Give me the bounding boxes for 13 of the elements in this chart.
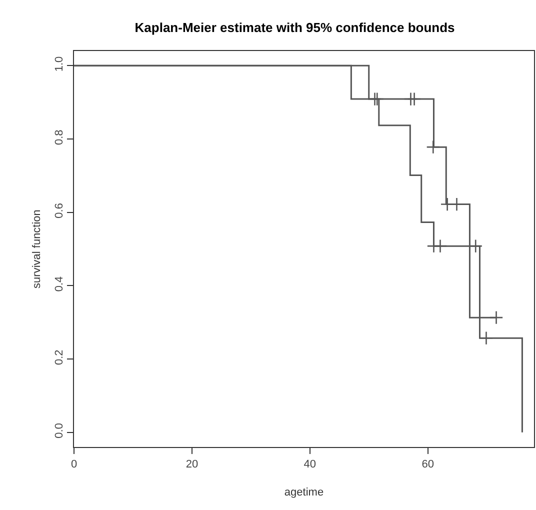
x-axis-title: agetime [284,486,324,498]
y-tick-label: 0.8 [54,130,66,145]
x-tick-label: 40 [304,458,316,470]
chart-title: Kaplan-Meier estimate with 95% confidence bounds [134,20,455,36]
x-tick-label: 60 [422,458,434,470]
y-tick-label: 0.2 [54,350,66,365]
y-tick-label: 0.6 [54,203,66,218]
y-tick-label: 0.4 [54,276,66,292]
x-tick-label: 20 [186,458,198,470]
y-tick-label: 1.0 [54,56,66,72]
y-tick-label: 0.0 [54,423,66,438]
y-axis-title: survival function [31,210,44,288]
x-tick-label: 0 [70,458,78,470]
